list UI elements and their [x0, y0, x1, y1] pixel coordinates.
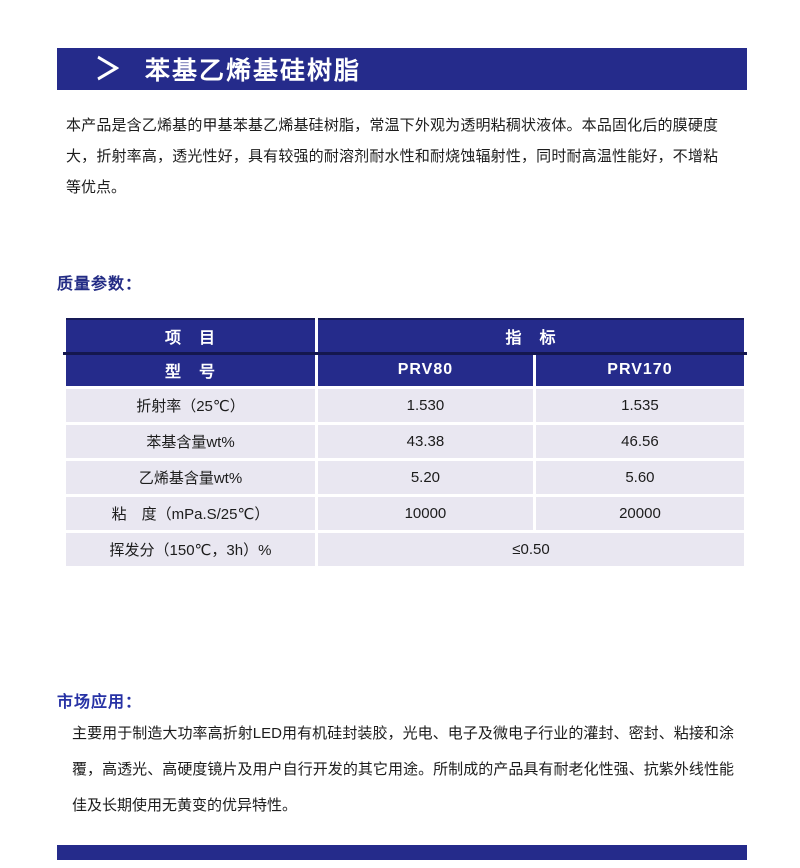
row-value-prv170: 20000	[532, 493, 748, 533]
chevron-right-icon: ＞	[95, 51, 122, 87]
row-value-prv170: 46.56	[532, 421, 748, 461]
row-value-merged: ≤0.50	[314, 529, 748, 569]
row-value-prv80: 5.20	[314, 457, 536, 497]
table-header-prv170: PRV170	[532, 351, 748, 389]
market-application-text: 主要用于制造大功率高折射LED用有机硅封装胶，光电、电子及微电子行业的灌封、密封…	[72, 725, 734, 814]
row-label: 乙烯基含量wt%	[63, 457, 318, 497]
row-label: 挥发分（150℃，3h）%	[63, 529, 318, 569]
table-row: 挥发分（150℃，3h）% ≤0.50	[63, 529, 748, 569]
quality-parameters-table: 项 目 指 标 型 号 PRV80 PRV170 折射率（25℃） 1.530 …	[63, 318, 748, 569]
quality-parameters-table-wrapper: 项 目 指 标 型 号 PRV80 PRV170 折射率（25℃） 1.530 …	[63, 318, 748, 569]
table-header-item: 项 目	[63, 318, 318, 355]
table-header-row-item: 项 目 指 标	[63, 318, 748, 355]
product-description: 本产品是含乙烯基的甲基苯基乙烯基硅树脂，常温下外观为透明粘稠状液体。本品固化后的…	[66, 117, 718, 196]
table-row: 苯基含量wt% 43.38 46.56	[63, 421, 748, 461]
row-value-prv80: 43.38	[314, 421, 536, 461]
table-row: 折射率（25℃） 1.530 1.535	[63, 385, 748, 425]
page-title-bar: ＞ 苯基乙烯基硅树脂	[57, 48, 747, 90]
table-header-model: 型 号	[63, 351, 318, 389]
page-title: 苯基乙烯基硅树脂	[145, 57, 362, 85]
table-header-row-model: 型 号 PRV80 PRV170	[63, 351, 748, 389]
row-value-prv170: 1.535	[532, 385, 748, 425]
row-label: 苯基含量wt%	[63, 421, 318, 461]
table-row: 粘 度（mPa.S/25℃） 10000 20000	[63, 493, 748, 533]
row-value-prv80: 10000	[314, 493, 536, 533]
market-application-label: 市场应用：	[57, 694, 143, 711]
row-value-prv170: 5.60	[532, 457, 748, 497]
table-header-indicator: 指 标	[314, 318, 748, 355]
row-label: 粘 度（mPa.S/25℃）	[63, 493, 318, 533]
footer-bar	[57, 845, 747, 860]
table-row: 乙烯基含量wt% 5.20 5.60	[63, 457, 748, 497]
row-value-prv80: 1.530	[314, 385, 536, 425]
quality-parameters-label: 质量参数：	[57, 276, 143, 293]
table-header-prv80: PRV80	[314, 351, 536, 389]
row-label: 折射率（25℃）	[63, 385, 318, 425]
